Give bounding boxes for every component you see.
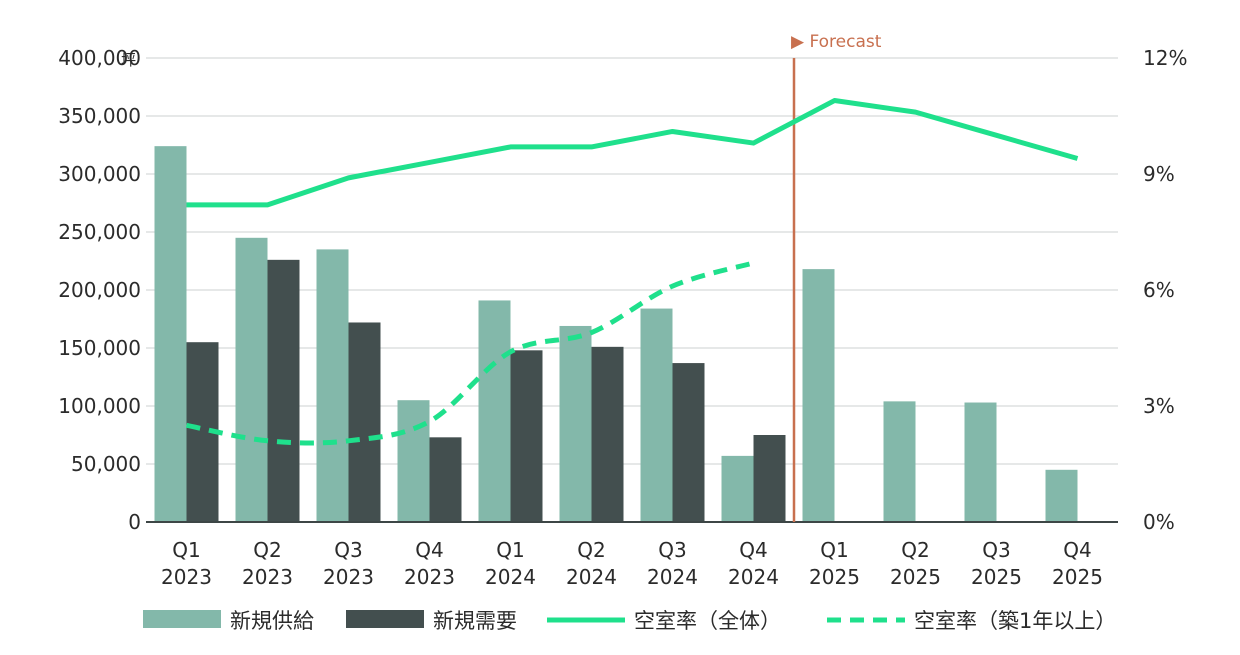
bar-supply: [397, 400, 430, 522]
x-tick-label-year: 2024: [485, 565, 536, 589]
x-tick-label-quarter: Q2: [577, 538, 605, 562]
x-tick-label-quarter: Q2: [901, 538, 929, 562]
bar-demand: [429, 437, 462, 522]
bar-supply: [235, 237, 268, 523]
x-tick-label-year: 2023: [161, 565, 212, 589]
axes: [146, 58, 1118, 523]
bar-supply: [1045, 469, 1078, 522]
x-tick-label-year: 2024: [647, 565, 698, 589]
bar-supply: [640, 308, 673, 522]
bars: [154, 146, 1078, 523]
lines: [186, 98, 1079, 446]
x-tick-label-year: 2023: [323, 565, 374, 589]
gridlines: [146, 57, 1118, 465]
bar-supply: [559, 325, 592, 522]
bar-supply: [883, 401, 916, 522]
x-tick-label-quarter: Q3: [982, 538, 1010, 562]
x-tick-label-year: 2025: [1052, 565, 1103, 589]
forecast-label: ▶ Forecast: [791, 32, 882, 52]
bar-supply: [154, 146, 187, 522]
x-tick-label-year: 2025: [971, 565, 1022, 589]
y-left-tick-label: 400,000: [58, 46, 141, 70]
bar-supply: [964, 402, 997, 522]
x-tick-label-year: 2024: [566, 565, 617, 589]
x-tick-label-year: 2025: [890, 565, 941, 589]
line-vacancy-total: [186, 98, 1079, 208]
bar-supply: [721, 455, 754, 522]
bar-demand: [348, 322, 381, 522]
legend-label: 新規供給: [230, 609, 314, 633]
y-left-tick-label: 250,000: [58, 220, 141, 244]
legend-label: 空室率（築1年以上）: [914, 609, 1116, 633]
legend-swatch: [143, 610, 221, 628]
x-tick-label-quarter: Q3: [334, 538, 362, 562]
x-tick-label-year: 2023: [242, 565, 293, 589]
bar-supply: [478, 300, 511, 522]
legend-label: 空室率（全体）: [634, 609, 781, 633]
x-tick-label-quarter: Q4: [415, 538, 443, 562]
y-right-tick-label: 6%: [1143, 278, 1175, 302]
x-tick-label-year: 2025: [809, 565, 860, 589]
bar-demand: [672, 363, 705, 522]
x-tick-label-quarter: Q4: [1063, 538, 1091, 562]
y-left-tick-label: 0: [128, 510, 141, 534]
x-tick-label-year: 2024: [728, 565, 779, 589]
y-left-tick-label: 100,000: [58, 394, 141, 418]
x-tick-label-quarter: Q1: [172, 538, 200, 562]
y-right-tick-label: 3%: [1143, 394, 1175, 418]
legend-label: 新規需要: [433, 609, 517, 633]
y-left-tick-label: 350,000: [58, 104, 141, 128]
bar-demand: [267, 259, 300, 522]
legend: 新規供給 新規需要 空室率（全体） 空室率（築1年以上）: [143, 609, 1116, 633]
legend-swatch: [346, 610, 424, 628]
bar-demand: [510, 350, 543, 522]
x-tick-label-quarter: Q4: [739, 538, 767, 562]
line-vacancy-1yr-plus: [186, 260, 755, 446]
bar-demand: [753, 435, 786, 522]
x-tick-label-quarter: Q1: [820, 538, 848, 562]
y-left-tick-label: 300,000: [58, 162, 141, 186]
y-right-tick-label: 9%: [1143, 162, 1175, 186]
bar-supply: [802, 269, 835, 522]
x-tick-label-quarter: Q3: [658, 538, 686, 562]
y-right-tick-label: 12%: [1143, 46, 1187, 70]
y-right-tick-label: 0%: [1143, 510, 1175, 534]
bar-demand: [591, 346, 624, 522]
x-tick-label-quarter: Q2: [253, 538, 281, 562]
y-left-unit: 坪: [121, 51, 136, 69]
y-left-tick-label: 50,000: [71, 452, 141, 476]
labels: 0 50,000 100,000 150,000 200,000 250,000 300,0…: [58, 32, 1187, 589]
x-tick-label-year: 2023: [404, 565, 455, 589]
y-left-tick-label: 150,000: [58, 336, 141, 360]
y-left-tick-label: 200,000: [58, 278, 141, 302]
x-tick-label-quarter: Q1: [496, 538, 524, 562]
bar-supply: [316, 249, 349, 522]
